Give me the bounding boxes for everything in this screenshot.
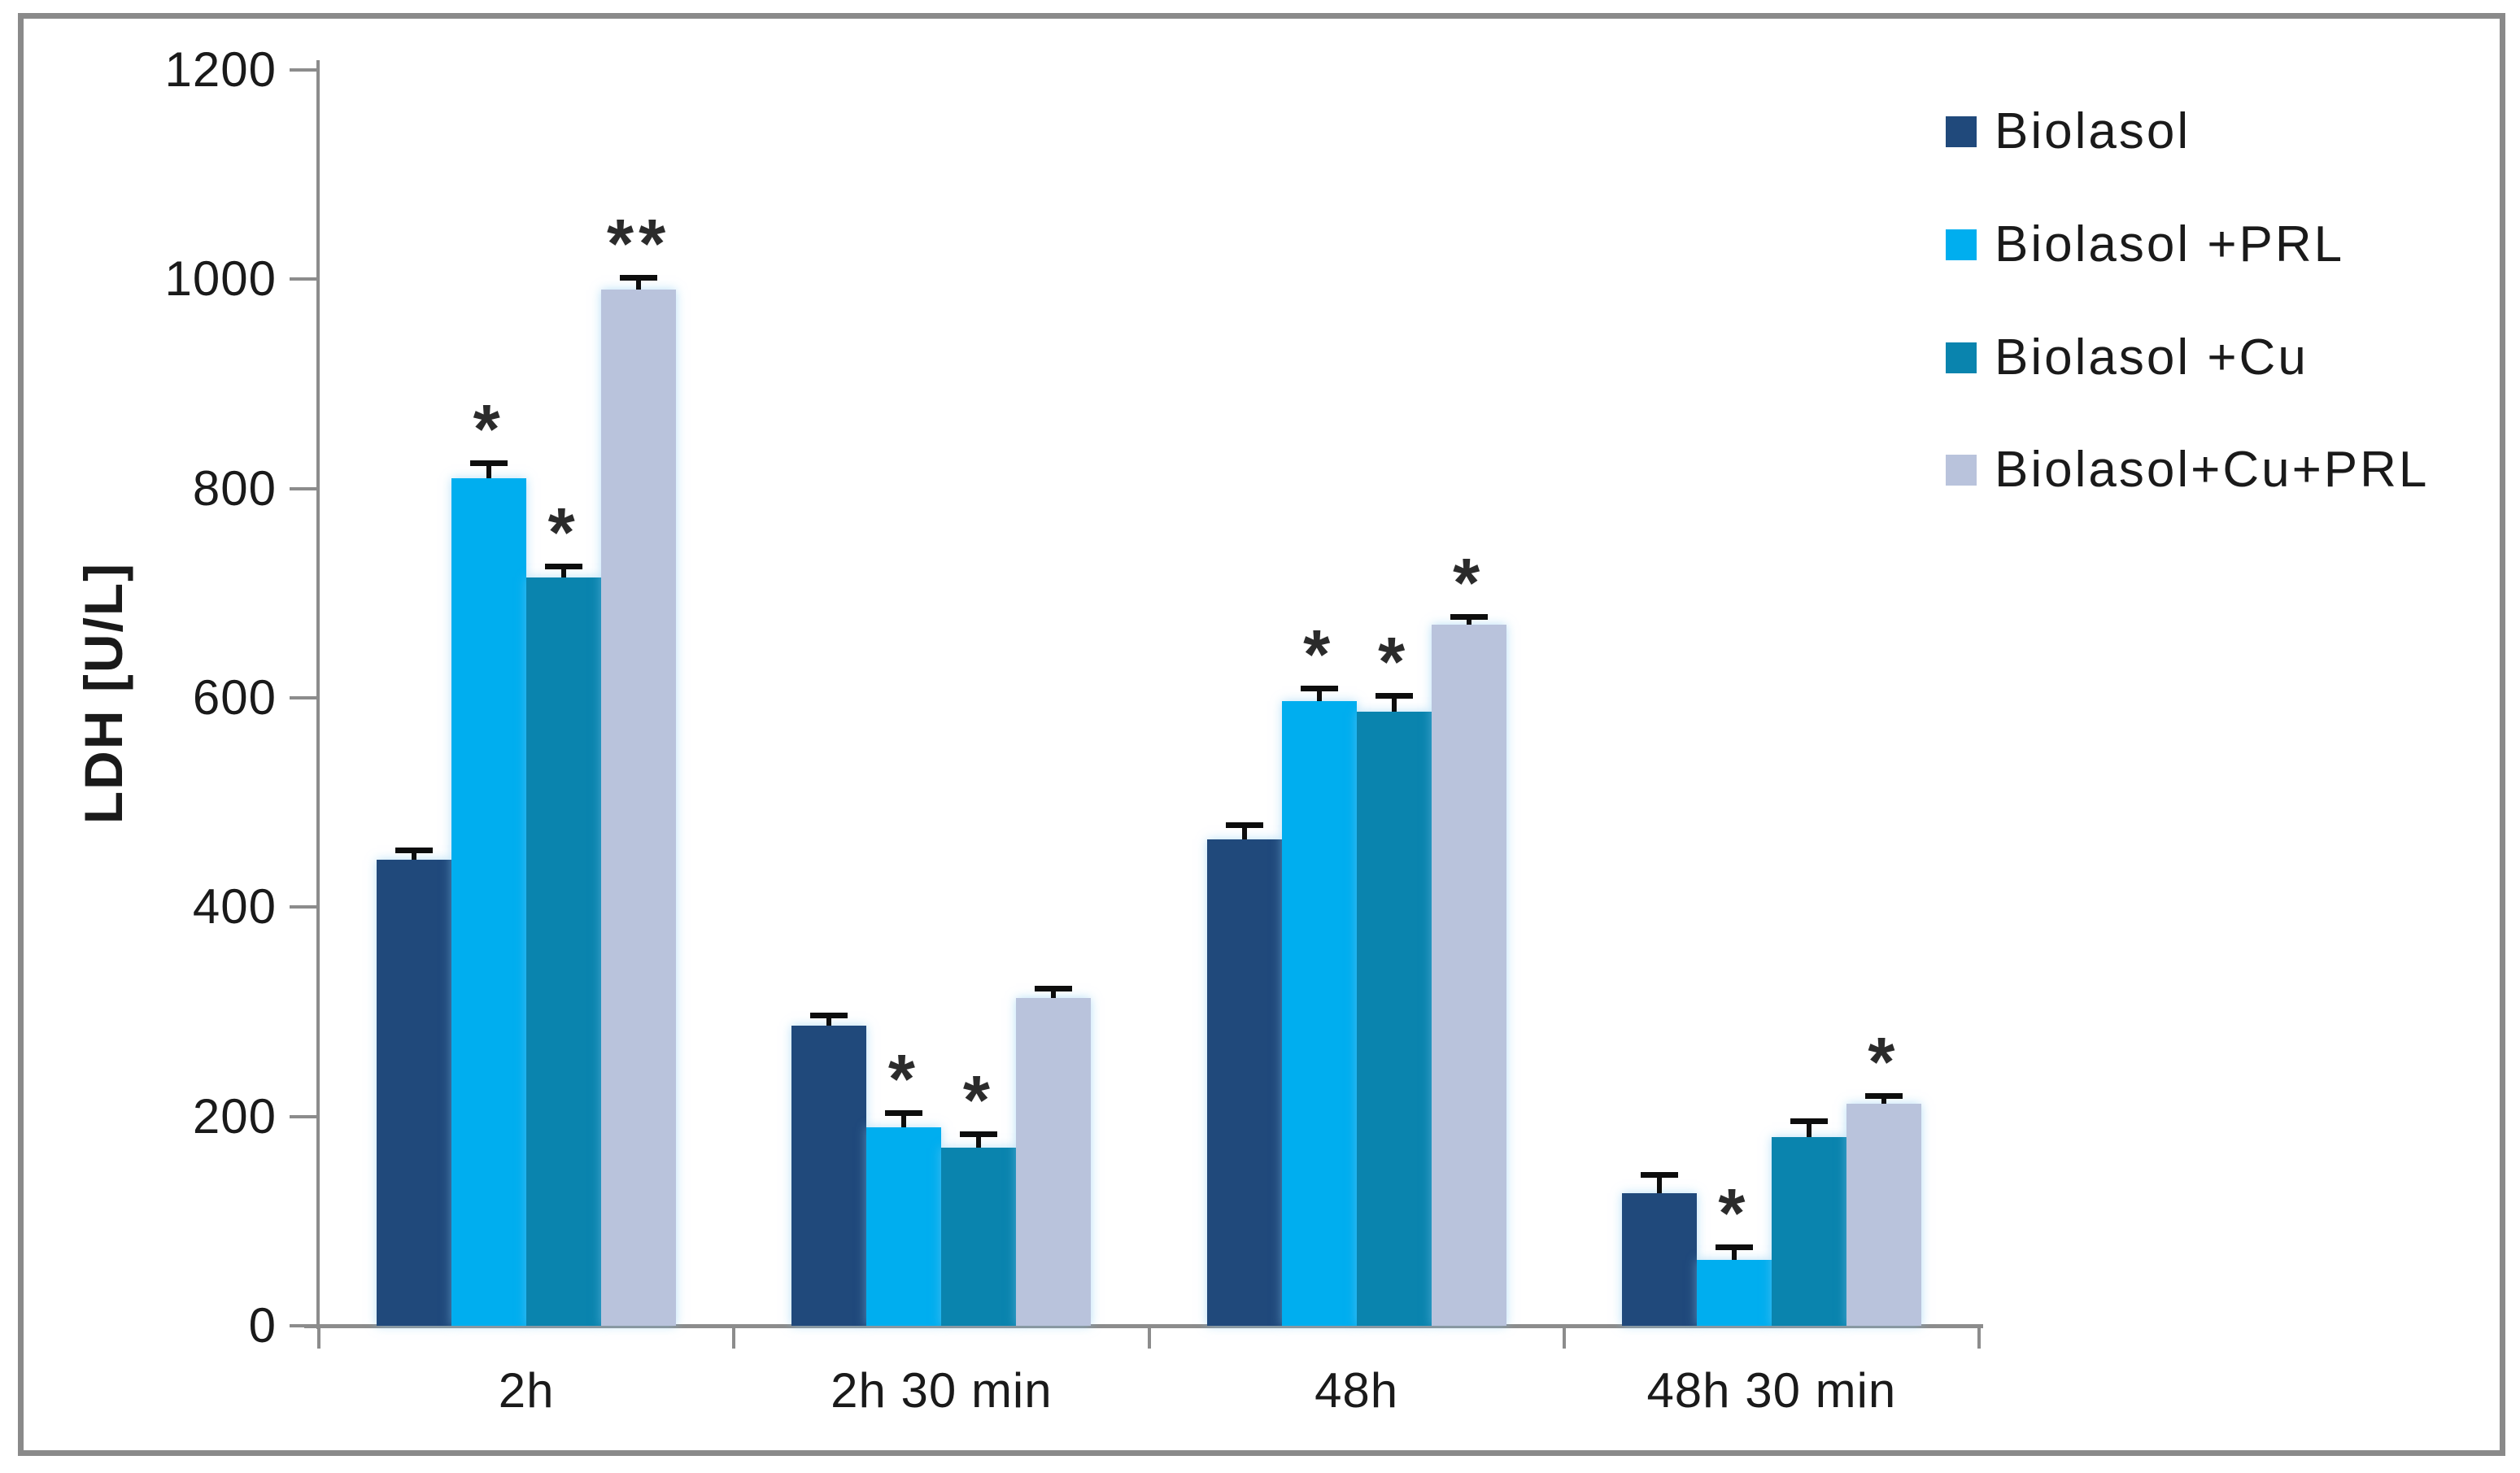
y-tick-label: 0 [248, 1298, 277, 1353]
x-category-label: 48h [1314, 1363, 1399, 1418]
x-category-label: 2h 30 min [831, 1363, 1053, 1418]
bar [601, 290, 677, 1326]
significance-marker: * [1453, 545, 1485, 623]
legend-swatch [1946, 229, 1977, 260]
y-tick-label: 600 [192, 670, 277, 725]
x-tick [1977, 1326, 1981, 1349]
bar [1281, 700, 1357, 1326]
bar [1846, 1104, 1921, 1326]
bar [1016, 998, 1092, 1326]
error-bar-cap [1715, 1244, 1753, 1250]
y-tick [290, 486, 319, 490]
x-tick [317, 1326, 320, 1349]
bar [1356, 711, 1432, 1326]
error-bar [976, 1136, 982, 1148]
legend-label: Biolasol+Cu+PRL [1995, 442, 2430, 498]
x-tick [732, 1326, 736, 1349]
bar [1206, 839, 1282, 1326]
error-bar [1391, 698, 1397, 712]
error-bar [486, 465, 492, 478]
error-bar-cap [1225, 822, 1263, 829]
error-bar-cap [960, 1131, 998, 1137]
error-bar [1731, 1249, 1737, 1260]
y-tick [290, 1324, 319, 1327]
bar [526, 577, 602, 1326]
error-bar-cap [1640, 1171, 1678, 1178]
bar [866, 1127, 942, 1326]
error-bar-cap [1375, 692, 1413, 699]
y-tick [290, 277, 319, 281]
bar [1696, 1259, 1772, 1326]
error-bar [561, 569, 567, 578]
significance-marker: * [1378, 623, 1410, 701]
significance-marker: * [473, 390, 505, 468]
error-bar-cap [1450, 614, 1488, 621]
error-bar [1806, 1124, 1812, 1138]
y-tick-label: 1000 [164, 251, 277, 307]
x-tick [1147, 1326, 1151, 1349]
error-bar [1241, 828, 1247, 839]
legend-label: Biolasol [1995, 103, 2191, 159]
error-bar-cap [1035, 985, 1073, 991]
error-bar [1316, 691, 1322, 701]
significance-marker: ** [607, 206, 671, 284]
y-tick-label: 200 [192, 1088, 277, 1144]
x-category-label: 48h 30 min [1646, 1363, 1897, 1418]
error-bar-cap [545, 564, 583, 570]
error-bar-cap [1864, 1093, 1903, 1100]
error-bar [901, 1115, 907, 1127]
error-bar [1466, 620, 1471, 625]
legend-swatch [1946, 342, 1977, 373]
bar [941, 1148, 1017, 1326]
error-bar-cap [395, 847, 434, 853]
error-bar-cap [1790, 1118, 1828, 1125]
significance-marker: * [1718, 1174, 1750, 1253]
error-bar-cap [620, 275, 658, 281]
legend-swatch [1946, 455, 1977, 486]
legend-item: Biolasol +Cu [1946, 333, 2309, 383]
significance-marker: * [1868, 1024, 1900, 1102]
error-bar [636, 281, 642, 290]
y-axis-line [316, 60, 320, 1329]
significance-marker: * [962, 1061, 995, 1140]
y-tick-label: 800 [192, 460, 277, 516]
error-bar-cap [470, 460, 508, 466]
bar [1431, 624, 1506, 1326]
y-tick [290, 1114, 319, 1118]
x-axis-line [304, 1324, 1983, 1328]
error-bar-cap [810, 1013, 848, 1019]
y-tick [290, 905, 319, 909]
error-bar [826, 1018, 832, 1026]
error-bar [1051, 991, 1057, 999]
y-tick [290, 68, 319, 72]
error-bar [412, 852, 417, 861]
legend-item: Biolasol+Cu+PRL [1946, 445, 2429, 495]
y-tick-label: 400 [192, 879, 277, 935]
bar [451, 477, 527, 1326]
significance-marker: * [887, 1040, 920, 1118]
error-bar [1656, 1177, 1662, 1193]
bar [791, 1025, 867, 1326]
significance-marker: * [547, 495, 580, 573]
x-tick [1562, 1326, 1566, 1349]
y-tick-label: 1200 [164, 42, 277, 97]
legend-swatch [1946, 116, 1977, 147]
x-category-label: 2h [498, 1363, 555, 1418]
legend-item: Biolasol [1946, 107, 2191, 157]
bar [1771, 1137, 1846, 1326]
error-bar-cap [885, 1109, 923, 1116]
bar [377, 860, 452, 1326]
bar [1621, 1192, 1697, 1326]
legend-item: Biolasol +PRL [1946, 220, 2344, 270]
legend-label: Biolasol +Cu [1995, 329, 2309, 386]
legend-label: Biolasol +PRL [1995, 216, 2345, 272]
significance-marker: * [1303, 616, 1336, 694]
y-tick [290, 696, 319, 699]
error-bar-cap [1300, 685, 1338, 691]
error-bar [1881, 1099, 1886, 1105]
